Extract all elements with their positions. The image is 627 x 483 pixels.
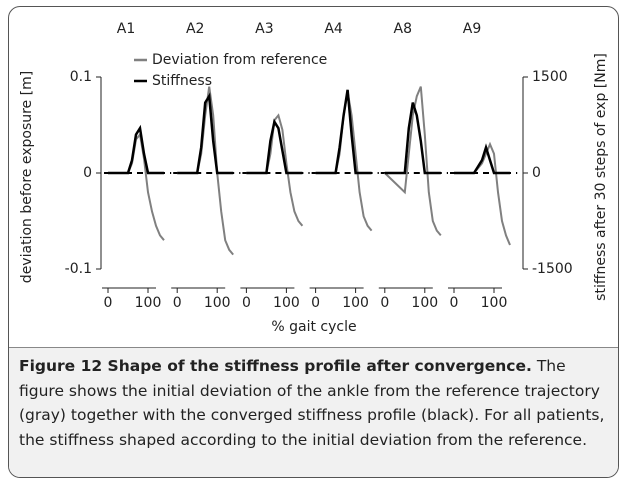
x-tick-label: 0 (380, 295, 389, 311)
x-tick-label: 100 (204, 295, 231, 311)
panel-title: A2 (186, 21, 204, 37)
x-tick-label: 0 (450, 295, 459, 311)
figure-frame: deviation before exposure [m] stiffness … (8, 6, 619, 478)
legend-label: Stiffness (152, 73, 212, 89)
x-tick-label: 100 (411, 295, 438, 311)
panel-title: A3 (255, 21, 273, 37)
legend-label: Deviation from reference (152, 52, 327, 68)
series-line (108, 124, 164, 175)
y-tick-label: 0.1 (70, 69, 92, 85)
x-tick-label: 0 (242, 295, 251, 311)
caption: Figure 12 Shape of the stiffness profile… (9, 347, 618, 477)
x-tick-label: 100 (273, 295, 300, 311)
series-line (108, 132, 165, 241)
series-line (384, 102, 441, 175)
x-tick-label: 0 (311, 295, 320, 311)
caption-text: The figure shows the initial deviation o… (19, 357, 605, 449)
series-line (246, 113, 304, 227)
series-line (177, 92, 234, 175)
panel-title: A4 (324, 21, 343, 37)
y-axis-label: deviation before exposure [m] (19, 71, 35, 283)
series-line (315, 89, 372, 175)
caption-label: Figure 12 Shape of the stiffness profile… (19, 357, 532, 375)
x-axis-label: % gait cycle (271, 319, 356, 335)
chart: deviation before exposure [m] stiffness … (19, 21, 609, 335)
x-tick-label: 100 (342, 295, 369, 311)
x-tick-label: 100 (481, 295, 508, 311)
x-tick-label: 0 (104, 295, 113, 311)
series-line (384, 86, 442, 237)
y2-tick-label: 1500 (532, 69, 568, 85)
y2-tick-label: 0 (532, 165, 541, 181)
x-tick-label: 100 (135, 295, 162, 311)
y2-axis-label: stiffness after 30 steps of exp [Nm] (593, 53, 609, 301)
x-tick-label: 0 (173, 295, 182, 311)
panel-title: A1 (117, 21, 135, 37)
panel-title: A8 (394, 21, 412, 37)
panel-title: A9 (463, 21, 481, 37)
y-tick-label: 0 (83, 165, 92, 181)
series-line (246, 118, 303, 175)
series-line (454, 143, 510, 175)
y-tick-label: -0.1 (65, 261, 92, 277)
y2-tick-label: -1500 (532, 261, 573, 277)
